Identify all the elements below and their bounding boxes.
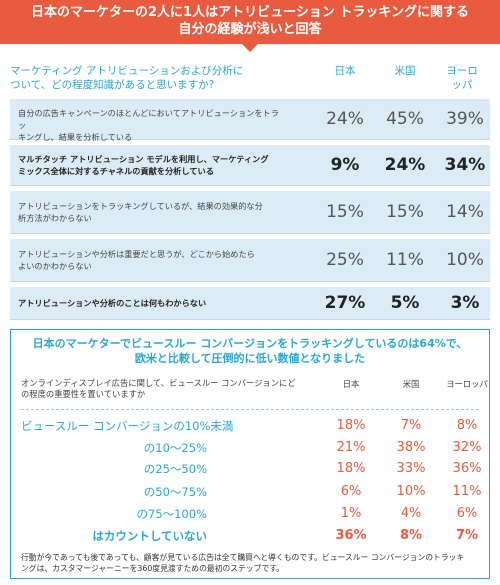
value-japan: 21% xyxy=(336,440,366,455)
row-label-line1: 自分の広告キャンペーンのほとんどにおいてアトリビューションをトラッ xyxy=(18,108,279,130)
value-us: 4% xyxy=(400,506,422,521)
row-label: の10〜25% xyxy=(143,441,207,455)
row-label: の25〜50% xyxy=(143,462,207,476)
row-label-line2: 析方法がわからない xyxy=(18,213,92,223)
value-europe: 8% xyxy=(456,418,478,433)
value-europe: 3% xyxy=(450,293,480,313)
section2-title-line1: 日本のマーケターでビュースルー コンバージョンをトラッキングしているのは64%で… xyxy=(32,337,468,350)
column-header-europe-line1: ヨーロ xyxy=(446,65,478,77)
column-header-japan: 日本 xyxy=(334,65,356,77)
value-japan: 6% xyxy=(340,484,362,499)
row-label: 自分の広告キャンペーンのほとんどにおいてアトリビューションをトラッ キングし、結… xyxy=(18,107,283,143)
value-us: 11% xyxy=(386,250,424,270)
value-europe: 39% xyxy=(446,109,484,129)
value-europe: 7% xyxy=(455,528,479,543)
value-us: 8% xyxy=(399,528,423,543)
row-label-line1: アトリビューションや分析は重要だと思うが、どこから始めたら xyxy=(18,249,255,259)
section1-question-line2: ついて、どの程度知識があると思いますか? xyxy=(10,79,215,91)
row-label: アトリビューションをトラッキングしているが、結果の効果的な分 析方法がわからない xyxy=(18,200,283,224)
column-header-us: 米国 xyxy=(402,379,420,389)
row-label: アトリビューションや分析のことは何もわからない xyxy=(18,297,283,309)
table-row: アトリビューションや分析は重要だと思うが、どこから始めたら よいのかわからない … xyxy=(10,239,490,282)
value-us: 7% xyxy=(400,418,422,433)
footnote: 行動が今であっても後であっても、顧客が見ている広告は全て購買へと導くものです。ビ… xyxy=(21,552,481,574)
value-europe: 11% xyxy=(452,484,482,499)
column-header-europe: ヨーロ ッパ xyxy=(437,64,487,92)
value-us: 5% xyxy=(390,293,420,313)
section2-question-line2: の程度の重要性を置いていますか xyxy=(21,389,146,399)
section1-question: マーケティング アトリビューションおよび分析に ついて、どの程度知識があると思い… xyxy=(10,64,310,92)
column-header-europe-line2: ッパ xyxy=(451,79,473,91)
section2-title-line2: 欧米と比較して圧倒的に低い数値となりました xyxy=(134,352,366,365)
value-europe: 10% xyxy=(446,250,484,270)
value-us: 33% xyxy=(396,461,426,476)
section2-question-line1: オンラインディスプレイ広告に関して、ビュースルー コンバージョンにど xyxy=(21,378,296,388)
section2-question: オンラインディスプレイ広告に関して、ビュースルー コンバージョンにど の程度の重… xyxy=(21,378,306,400)
value-us: 24% xyxy=(384,155,426,175)
row-label: の75〜100% xyxy=(136,507,207,521)
section2-title: 日本のマーケターでビュースルー コンバージョンをトラッキングしているのは64%で… xyxy=(11,336,489,366)
value-japan: 18% xyxy=(336,461,366,476)
row-label: ビュースルー コンバージョンの10%未満 xyxy=(21,419,234,433)
footnote-line1: 行動が今であっても後であっても、顧客が見ている広告は全て購買へと導くものです。ビ… xyxy=(21,553,465,562)
viewthrough-box: 日本のマーケターでビュースルー コンバージョンをトラッキングしているのは64%で… xyxy=(10,329,490,579)
value-us: 10% xyxy=(396,484,426,499)
banner-title-line1: 日本のマーケターの2人に1人はアトリビューション トラッキングに関する xyxy=(31,5,469,20)
row-label: はカウントしていない xyxy=(92,529,207,543)
row-label-line1: アトリビューションや分析のことは何もわからない xyxy=(18,298,207,308)
value-japan: 27% xyxy=(324,293,366,313)
column-header-us: 米国 xyxy=(394,65,416,77)
row-label: マルチタッチ アトリビューション モデルを利用し、マーケティング ミックス全体に… xyxy=(18,153,283,177)
value-us: 38% xyxy=(396,440,426,455)
section1-question-line1: マーケティング アトリビューションおよび分析に xyxy=(10,65,244,77)
row-label-line1: アトリビューションをトラッキングしているが、結果の効果的な分 xyxy=(18,201,263,211)
value-europe: 6% xyxy=(456,506,478,521)
value-japan: 24% xyxy=(326,109,364,129)
value-us: 45% xyxy=(386,109,424,129)
value-japan: 15% xyxy=(326,202,364,222)
row-label: アトリビューションや分析は重要だと思うが、どこから始めたら よいのかわからない xyxy=(18,248,283,272)
value-japan: 9% xyxy=(330,155,360,175)
row-label-line2: ミックス全体に対するチャネルの貢献を分析している xyxy=(18,166,214,176)
divider xyxy=(21,409,479,410)
banner-arrow-icon xyxy=(242,44,258,52)
value-europe: 32% xyxy=(452,440,482,455)
value-us: 15% xyxy=(386,202,424,222)
table-row: マルチタッチ アトリビューション モデルを利用し、マーケティング ミックス全体に… xyxy=(10,145,490,186)
value-europe: 36% xyxy=(452,461,482,476)
row-label-line2: キングし、結果を分析している xyxy=(18,132,133,142)
row-label-line1: マルチタッチ アトリビューション モデルを利用し、マーケティング xyxy=(18,154,269,164)
value-europe: 34% xyxy=(444,155,486,175)
value-japan: 1% xyxy=(340,506,362,521)
header-banner: 日本のマーケターの2人に1人はアトリビューション トラッキングに関する 自分の経… xyxy=(0,0,500,44)
table-row: アトリビューションや分析のことは何もわからない 27% 5% 3% xyxy=(10,287,490,320)
column-header-japan: 日本 xyxy=(342,379,360,389)
footnote-line2: ングは、カスタマージャーニーを360度見渡すための最初のステップです。 xyxy=(21,564,285,573)
value-japan: 18% xyxy=(336,418,366,433)
value-japan: 36% xyxy=(335,528,367,543)
column-header-europe: ヨーロッパ xyxy=(446,379,488,389)
table-row: 自分の広告キャンペーンのほとんどにおいてアトリビューションをトラッ キングし、結… xyxy=(10,99,490,143)
row-label: の50〜75% xyxy=(143,485,207,499)
value-japan: 25% xyxy=(326,250,364,270)
value-europe: 14% xyxy=(446,202,484,222)
row-label-line2: よいのかわからない xyxy=(18,261,92,271)
table-row: アトリビューションをトラッキングしているが、結果の効果的な分 析方法がわからない… xyxy=(10,191,490,234)
banner-title-line2: 自分の経験が浅いと回答 xyxy=(178,22,322,37)
